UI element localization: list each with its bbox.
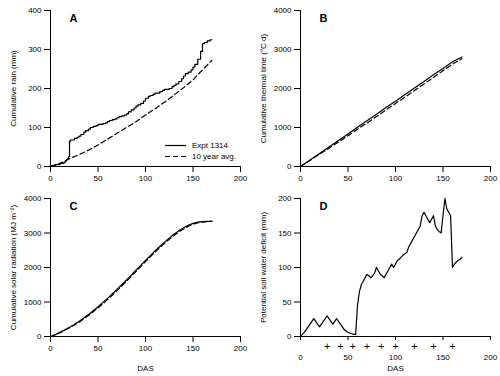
svg-text:+: + [392, 340, 398, 352]
svg-text:Cumulative thermal time (°C d): Cumulative thermal time (°C d) [259, 33, 268, 143]
svg-text:+: + [430, 340, 436, 352]
svg-text:150: 150 [186, 174, 200, 183]
svg-text:0: 0 [298, 174, 303, 183]
svg-text:0: 0 [37, 162, 42, 171]
svg-text:C: C [70, 200, 78, 212]
svg-text:3000: 3000 [24, 229, 42, 238]
svg-text:2000: 2000 [274, 84, 292, 93]
svg-text:50: 50 [283, 298, 292, 307]
svg-text:4000: 4000 [24, 194, 42, 203]
svg-text:DAS: DAS [387, 364, 403, 373]
svg-text:200: 200 [278, 194, 292, 203]
svg-text:+: + [324, 340, 330, 352]
svg-text:1000: 1000 [274, 123, 292, 132]
svg-text:Cumulative rain (mm): Cumulative rain (mm) [9, 50, 18, 127]
svg-text:400: 400 [28, 6, 42, 15]
svg-text:0: 0 [48, 344, 53, 353]
svg-text:DAS: DAS [137, 364, 153, 373]
svg-text:4000: 4000 [274, 6, 292, 15]
svg-text:Potential soil water deficit (: Potential soil water deficit (mm) [259, 212, 268, 323]
svg-text:+: + [364, 340, 370, 352]
html-text:10 year avg.: 10 year avg. [192, 152, 236, 161]
svg-text:0: 0 [287, 332, 292, 341]
svg-text:100: 100 [389, 174, 403, 183]
svg-text:150: 150 [436, 174, 450, 183]
svg-text:0: 0 [298, 353, 303, 362]
svg-text:100: 100 [139, 344, 153, 353]
svg-text:100: 100 [389, 353, 403, 362]
svg-text:0: 0 [287, 162, 292, 171]
svg-text:+: + [378, 340, 384, 352]
html-text:Expt 1314: Expt 1314 [192, 141, 228, 150]
svg-text:+: + [411, 340, 417, 352]
svg-text:100: 100 [139, 174, 153, 183]
svg-text:50: 50 [94, 174, 103, 183]
svg-text:B: B [320, 12, 328, 24]
svg-text:2000: 2000 [24, 263, 42, 272]
svg-text:+: + [449, 340, 455, 352]
svg-text:50: 50 [94, 344, 103, 353]
svg-text:150: 150 [186, 344, 200, 353]
svg-text:D: D [320, 200, 328, 212]
svg-text:3000: 3000 [274, 45, 292, 54]
svg-text:200: 200 [234, 344, 248, 353]
svg-text:300: 300 [28, 45, 42, 54]
svg-text:1000: 1000 [24, 298, 42, 307]
svg-text:50: 50 [344, 353, 353, 362]
svg-text:100: 100 [278, 263, 292, 272]
svg-text:200: 200 [484, 174, 498, 183]
svg-text:0: 0 [48, 174, 53, 183]
svg-text:150: 150 [436, 353, 450, 362]
svg-text:+: + [350, 340, 356, 352]
svg-text:150: 150 [278, 229, 292, 238]
svg-text:200: 200 [28, 84, 42, 93]
svg-text:200: 200 [234, 174, 248, 183]
svg-text:50: 50 [344, 174, 353, 183]
svg-text:100: 100 [28, 123, 42, 132]
svg-text:0: 0 [37, 332, 42, 341]
svg-text:A: A [70, 12, 78, 24]
svg-text:Cumulative solar radiation (MJ: Cumulative solar radiation (MJ m⁻²) [9, 205, 18, 331]
svg-text:200: 200 [484, 353, 498, 362]
svg-text:+: + [337, 340, 343, 352]
